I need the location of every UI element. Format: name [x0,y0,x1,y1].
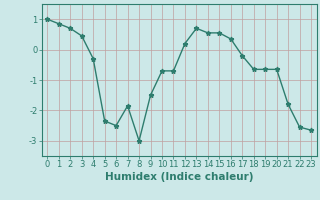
X-axis label: Humidex (Indice chaleur): Humidex (Indice chaleur) [105,172,253,182]
